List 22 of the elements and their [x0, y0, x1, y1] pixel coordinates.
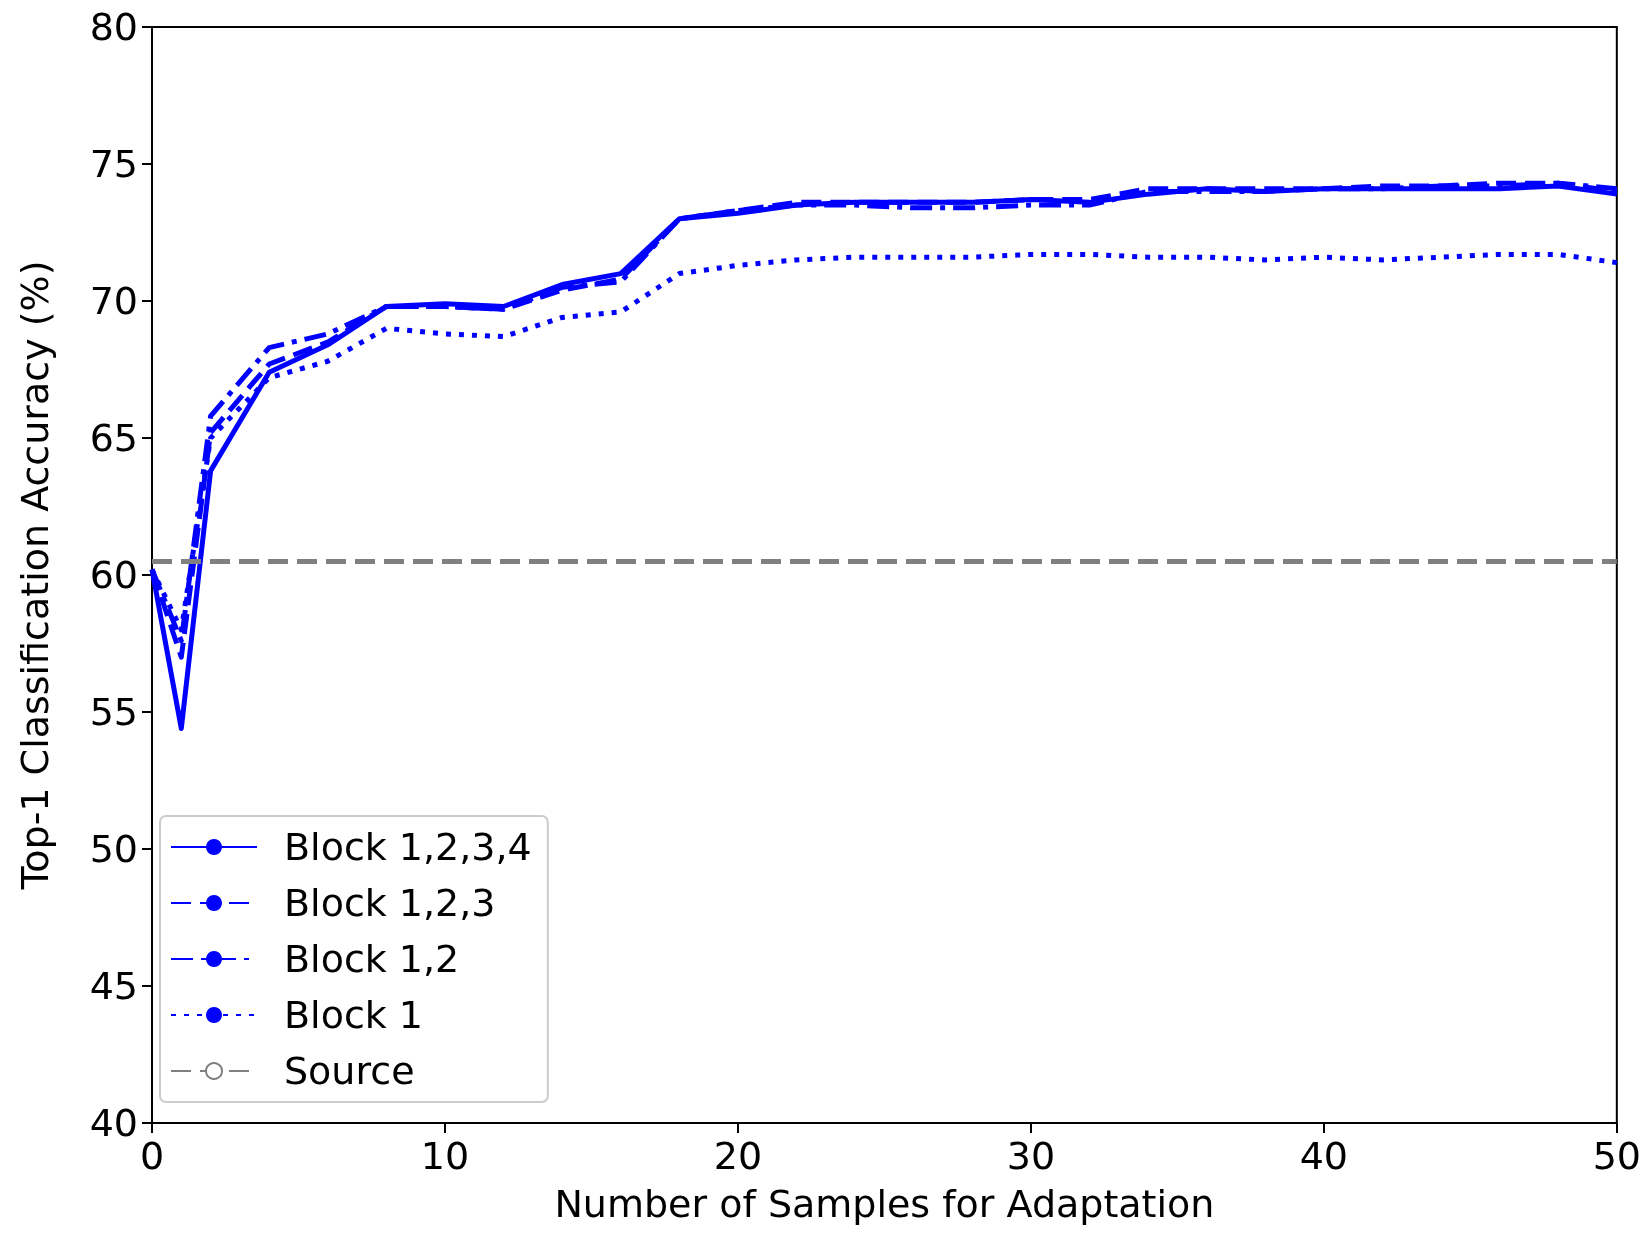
legend-label: Block 1: [284, 993, 424, 1037]
x-tick-label: 20: [713, 1134, 763, 1178]
y-tick-label: 50: [89, 827, 138, 871]
y-tick-label: 60: [89, 553, 138, 597]
x-tick-label: 50: [1592, 1134, 1641, 1178]
y-axis-title: Top-1 Classification Accuracy (%): [13, 260, 57, 891]
legend-label: Block 1,2,3,4: [284, 825, 532, 869]
x-tick-label: 0: [139, 1134, 165, 1178]
x-tick-label: 30: [1006, 1134, 1056, 1178]
x-tick-label: 10: [420, 1134, 470, 1178]
x-axis-title: Number of Samples for Adaptation: [554, 1182, 1215, 1226]
legend-label: Source: [284, 1049, 415, 1093]
y-tick-label: 45: [89, 964, 138, 1008]
y-tick-label: 40: [89, 1101, 138, 1145]
y-tick-label: 70: [89, 279, 138, 323]
x-tick-label: 40: [1299, 1134, 1349, 1178]
y-tick-label: 75: [89, 142, 138, 186]
y-tick-label: 55: [89, 690, 138, 734]
legend-label: Block 1,2: [284, 937, 460, 981]
y-tick-label: 80: [89, 5, 138, 49]
y-tick-label: 65: [89, 416, 138, 460]
legend-label: Block 1,2,3: [284, 881, 496, 925]
